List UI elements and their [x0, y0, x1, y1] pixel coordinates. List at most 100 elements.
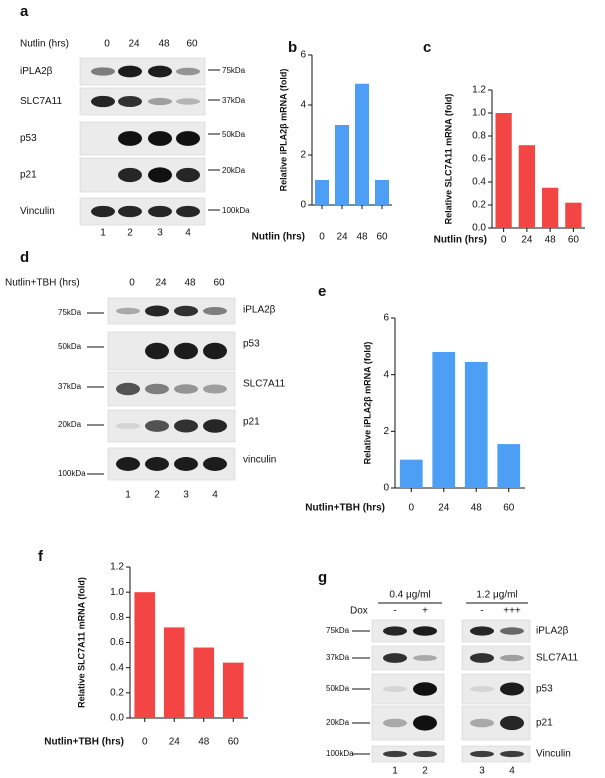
marker-label: 50kDa — [58, 342, 82, 351]
dox-sign: - — [480, 606, 483, 617]
y-tick-label: 0.2 — [110, 687, 124, 698]
band — [116, 422, 140, 430]
y-tick-label: 1.0 — [472, 108, 486, 119]
band — [174, 305, 198, 317]
band — [413, 626, 437, 636]
bar — [541, 187, 559, 228]
lane-number: 4 — [185, 228, 191, 239]
lane-number: 2 — [422, 766, 428, 777]
x-tick-label: 24 — [521, 235, 533, 246]
band — [174, 457, 198, 471]
bar — [134, 592, 156, 718]
band — [148, 65, 172, 78]
dox-label: Dox — [350, 606, 368, 617]
dox-sign: +++ — [503, 606, 521, 617]
x-tick-label: 60 — [568, 235, 580, 246]
band — [118, 167, 142, 183]
blot — [371, 619, 445, 643]
panel-label: d — [20, 249, 29, 266]
band — [500, 627, 524, 635]
band — [176, 98, 200, 105]
band — [176, 67, 200, 76]
x-tick-label: 48 — [198, 737, 210, 748]
bar — [335, 125, 349, 205]
band — [148, 167, 172, 183]
band — [383, 653, 407, 663]
band — [118, 205, 142, 218]
band — [413, 654, 437, 662]
bar — [518, 145, 536, 228]
band — [203, 419, 227, 433]
band — [91, 205, 115, 218]
x-tick-label: 24 — [438, 503, 450, 514]
y-tick-label: 2 — [300, 150, 306, 161]
x-tick-label: 0 — [501, 235, 507, 246]
band — [500, 750, 524, 758]
protein-label: p53 — [536, 684, 553, 695]
protein-label: iPLA2β — [20, 66, 53, 77]
bar — [375, 180, 389, 205]
band — [118, 96, 142, 107]
protein-label: p21 — [243, 417, 260, 428]
bar — [495, 113, 512, 228]
x-axis-label: Nutlin+TBH (hrs) — [44, 737, 124, 748]
bar — [464, 361, 488, 488]
band — [383, 750, 407, 758]
y-tick-label: 2 — [383, 426, 389, 437]
band — [470, 653, 494, 663]
y-tick-label: 0 — [383, 483, 389, 494]
marker-label: 100kDa — [222, 206, 250, 215]
y-tick-label: 0.6 — [472, 154, 486, 165]
y-tick-label: 0.8 — [110, 612, 124, 623]
protein-label: Vinculin — [536, 749, 571, 760]
protein-label: p53 — [243, 339, 260, 350]
x-tick-label: 0 — [408, 503, 414, 514]
y-tick-label: 0.2 — [472, 200, 486, 211]
marker-label: 20kDa — [326, 718, 350, 727]
band — [470, 718, 494, 728]
panel-label: a — [20, 3, 29, 20]
x-tick-label: 24 — [169, 737, 181, 748]
bar — [193, 647, 215, 718]
x-tick-label: 48 — [545, 235, 557, 246]
lane-label: 60 — [186, 39, 198, 50]
panel-label: g — [318, 569, 327, 586]
marker-label: 37kDa — [222, 96, 246, 105]
x-tick-label: 60 — [228, 737, 240, 748]
marker-label: 50kDa — [222, 130, 246, 139]
blot — [371, 745, 445, 763]
band — [145, 305, 169, 317]
x-tick-label: 48 — [356, 232, 368, 243]
panel-label: e — [318, 283, 326, 300]
marker-label: 37kDa — [326, 653, 350, 662]
band — [203, 457, 227, 471]
band — [116, 457, 140, 471]
treatment-label: Nutlin+TBH (hrs) — [5, 278, 80, 289]
bar — [497, 444, 521, 488]
y-tick-label: 0.0 — [472, 223, 486, 234]
y-axis-label: Relative SLC7A11 mRNA (fold) — [443, 94, 453, 225]
protein-label: SLC7A11 — [20, 96, 63, 107]
y-tick-label: 0.8 — [472, 131, 486, 142]
band — [176, 167, 200, 183]
lane-number: 1 — [125, 490, 131, 501]
marker-label: 37kDa — [58, 382, 82, 391]
marker-label: 75kDa — [58, 308, 82, 317]
panel-label: f — [38, 548, 44, 565]
dose-label: 1.2 μg/ml — [476, 590, 517, 601]
band — [148, 205, 172, 218]
marker-label: 50kDa — [326, 684, 350, 693]
y-tick-label: 0.0 — [110, 713, 124, 724]
dox-sign: + — [422, 606, 428, 617]
band — [116, 307, 140, 315]
protein-label: p21 — [536, 718, 553, 729]
x-tick-label: 60 — [503, 503, 515, 514]
band — [174, 342, 198, 360]
band — [383, 718, 407, 728]
band — [470, 686, 494, 692]
y-tick-label: 1.2 — [472, 85, 486, 96]
bar — [315, 180, 329, 205]
x-axis-label: Nutlin (hrs) — [252, 232, 305, 243]
band — [383, 686, 407, 692]
